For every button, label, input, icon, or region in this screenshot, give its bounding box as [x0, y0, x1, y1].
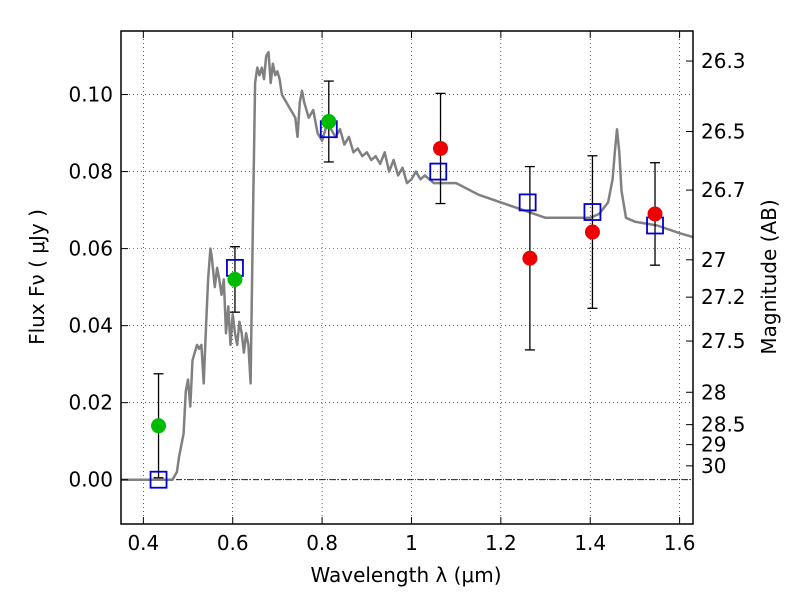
y2-tick-label: 26.7	[701, 178, 746, 202]
detection-point-red	[647, 206, 663, 222]
detection-point-green	[321, 114, 337, 130]
measurement-markers	[151, 114, 663, 434]
y2-tick-label: 30	[701, 454, 726, 478]
y-axis-label: Flux Fν ( μJy )	[25, 209, 49, 345]
y2-tick-label: 27.2	[701, 285, 746, 309]
y2-tick-label: 28.5	[701, 413, 746, 437]
detection-point-green	[151, 418, 167, 434]
x-tick-label: 1	[405, 531, 418, 555]
detection-point-red	[584, 224, 600, 240]
axis-ticks: 0.4 0.6 0.8 1 1.2 1.4 1.6 0.00 0.02 0.04 0.06 0.08 0…	[68, 31, 746, 555]
y-tick-label: 0.08	[68, 160, 113, 184]
y2-axis-label: Magnitude (AB)	[757, 199, 781, 354]
x-axis-label: Wavelength λ (μm)	[310, 563, 501, 587]
plot-area	[121, 50, 693, 481]
y-tick-label: 0.10	[68, 83, 113, 107]
model-magnitude-square	[583, 203, 602, 221]
y-tick-label: 0.04	[68, 314, 113, 338]
y2-tick-label: 28	[701, 380, 726, 404]
y2-tick-label: 26.5	[701, 120, 746, 144]
y2-tick-label: 27.5	[701, 329, 746, 353]
x-tick-label: 1.2	[485, 531, 517, 555]
y-tick-label: 0.00	[68, 468, 113, 492]
model-spectrum-line	[121, 50, 693, 481]
model-magnitude-markers	[149, 120, 664, 489]
x-tick-label: 0.4	[127, 531, 159, 555]
y2-tick-label: 26.3	[701, 49, 746, 73]
y2-tick-label: 29	[701, 433, 726, 457]
model-magnitude-square	[518, 193, 537, 212]
detection-point-red	[433, 140, 449, 156]
x-tick-label: 0.6	[217, 531, 249, 555]
model-magnitude-square	[149, 470, 168, 489]
grid-lines	[121, 31, 693, 524]
y-tick-label: 0.02	[68, 391, 113, 415]
y2-tick-label: 27	[701, 248, 726, 272]
model-magnitude-square	[429, 162, 448, 181]
plot-frame	[120, 30, 694, 525]
detection-point-red	[522, 250, 538, 266]
x-tick-label: 0.8	[306, 531, 338, 555]
x-tick-label: 1.6	[664, 531, 696, 555]
x-tick-label: 1.4	[574, 531, 606, 555]
detection-point-green	[227, 271, 243, 287]
y-tick-label: 0.06	[68, 237, 113, 261]
